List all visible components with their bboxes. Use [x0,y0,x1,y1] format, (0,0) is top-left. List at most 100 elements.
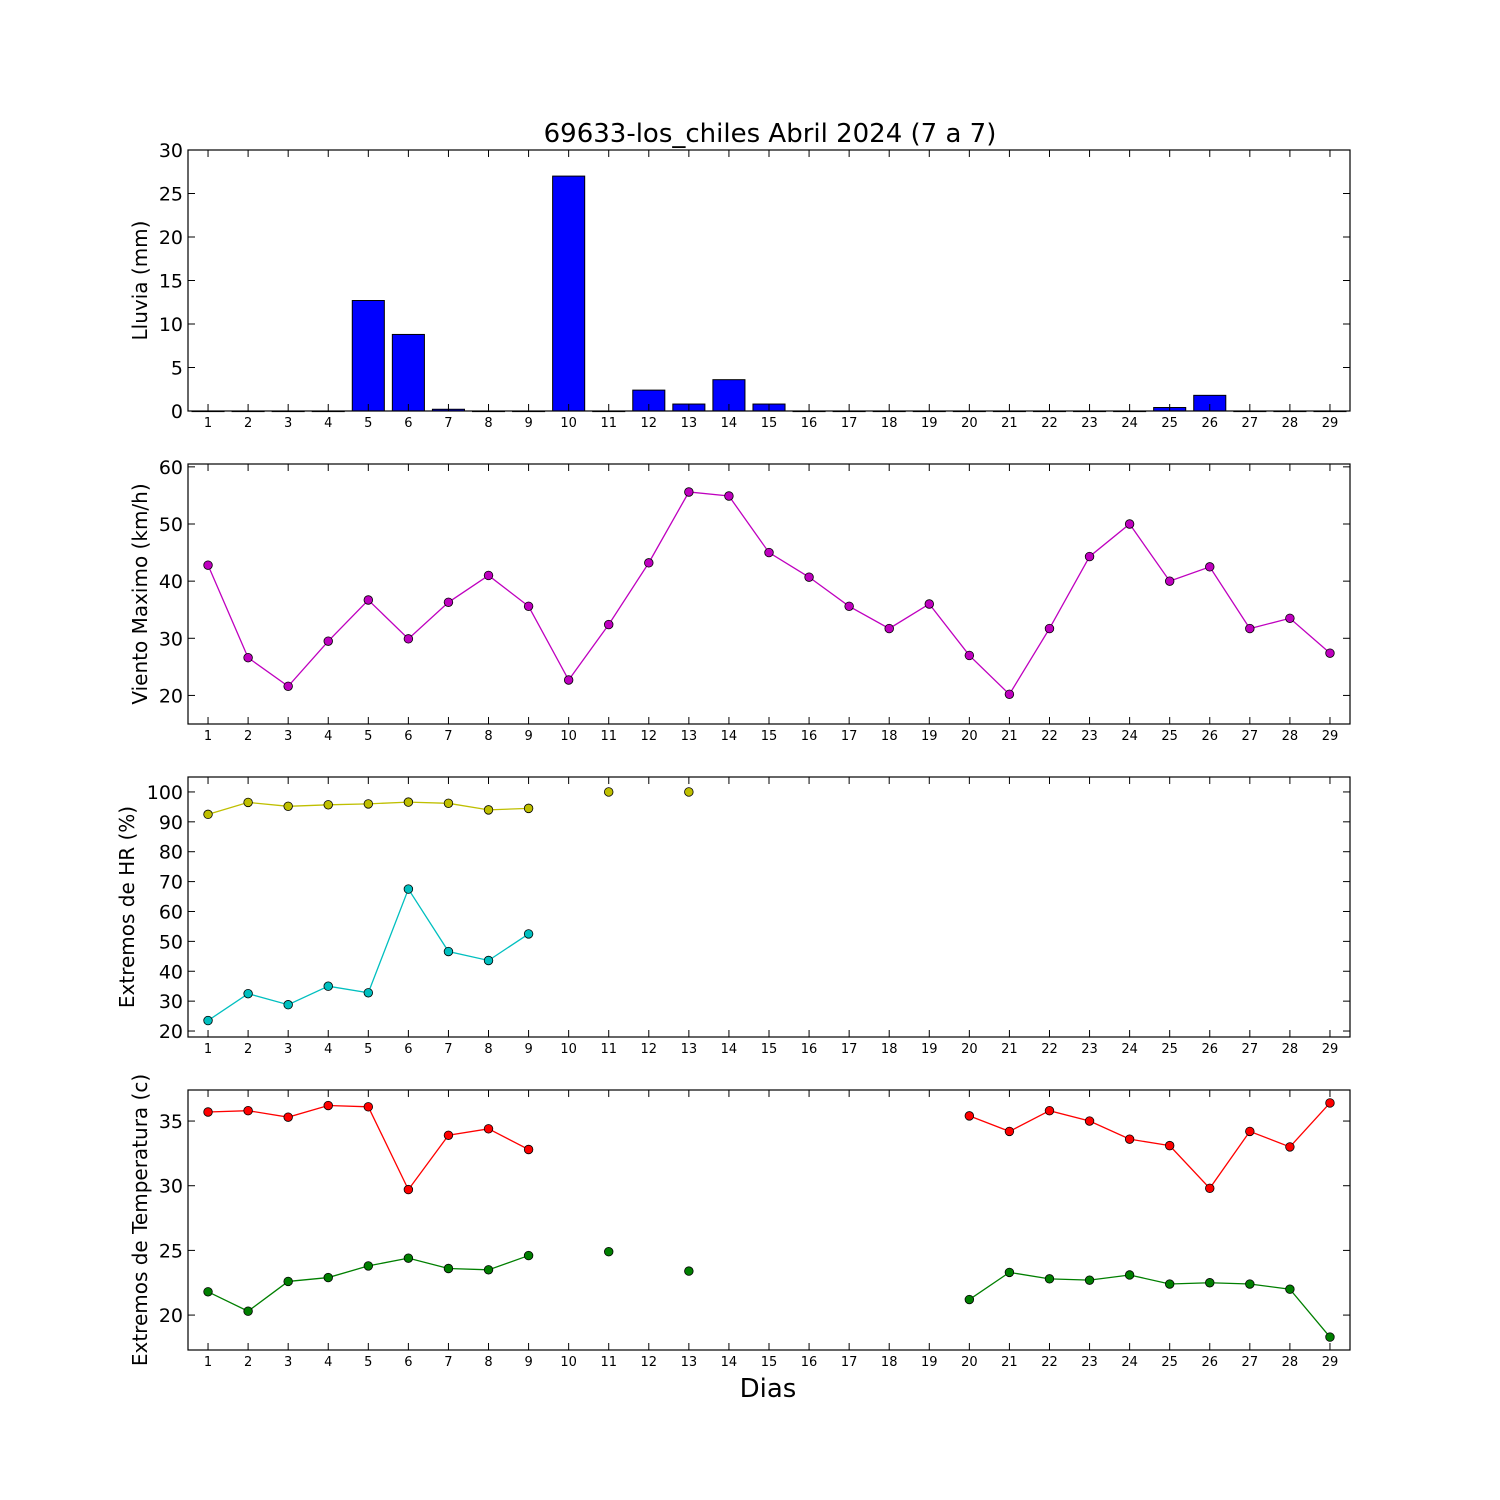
x-tick-label: 10 [560,416,577,431]
temperature-series-2-point [1004,1267,1015,1278]
plot-frame [187,1089,1351,1351]
y-tick-label: 30 [159,628,183,650]
y-tick-label: 40 [159,571,183,593]
y-tick-label: 50 [159,931,183,953]
y-tick-label: 40 [159,961,183,983]
x-tick-label: 21 [1001,729,1018,744]
humidity-series-2-point [203,1015,213,1026]
x-tick-label: 7 [444,1042,452,1057]
humidity-series-2-point [323,981,333,991]
wind-series-1-point [804,572,814,582]
temperature-series-1-point [1205,1183,1215,1194]
x-tick-label: 23 [1081,1042,1098,1057]
humidity-series-1-point [684,787,694,797]
temperature-series-1-point [243,1105,253,1116]
wind-series-1-point [964,650,975,661]
x-tick-label: 1 [204,1042,212,1057]
x-tick-label: 5 [364,729,372,744]
y-axis-label: Lluvia (mm) [128,221,152,341]
x-tick-label: 4 [324,1042,332,1057]
y-tick-label: 100 [147,782,183,804]
x-tick-label: 9 [524,1355,532,1370]
y-axis-label: Extremos de Temperatura (c) [128,1074,152,1366]
wind-series-1-point [443,597,454,607]
x-tick-label: 25 [1161,416,1178,431]
y-tick-label: 60 [159,457,183,479]
y-tick-label: 70 [159,872,183,894]
wind-series-1-line [207,491,1331,696]
temperature-series-1-line [208,1104,529,1191]
temperature-series-2-point [1124,1270,1135,1280]
x-tick-label: 27 [1242,729,1259,744]
x-tick-label: 23 [1081,1355,1098,1370]
x-tick-label: 22 [1041,416,1058,431]
x-tick-label: 24 [1121,729,1138,744]
y-tick-label: 20 [159,1305,183,1327]
temperature-series-1-point [523,1144,534,1155]
x-tick-label: 2 [244,729,252,744]
x-tick-label: 16 [801,729,818,744]
plot-frame [187,776,1351,1038]
x-tick-label: 3 [284,1042,292,1057]
wind-series-1-point [283,681,293,691]
temperature-series-1-point [1004,1126,1015,1137]
x-tick-label: 14 [721,1355,738,1370]
x-tick-label: 20 [961,1042,978,1057]
x-tick-label: 29 [1322,1355,1339,1370]
y-tick-label: 30 [159,140,183,162]
rain-bar [552,175,586,412]
temperature-series-2-point [1245,1279,1255,1289]
x-tick-label: 12 [641,416,658,431]
x-tick-label: 17 [841,416,858,431]
x-tick-label: 6 [404,416,412,431]
x-tick-label: 18 [881,729,898,744]
wind-series-1-point [604,619,614,630]
temperature-series-1-point [1124,1134,1135,1144]
humidity-series-1-point [483,805,494,815]
x-tick-label: 6 [404,729,412,744]
x-tick-label: 3 [284,416,292,431]
y-tick-label: 20 [159,227,183,249]
x-tick-label: 15 [761,729,778,744]
x-tick-label: 10 [560,1042,577,1057]
x-tick-label: 26 [1201,1355,1218,1370]
x-tick-label: 28 [1282,416,1299,431]
wind-series-1-point [403,634,414,644]
x-tick-label: 26 [1201,1042,1218,1057]
wind-series-1-point [523,601,534,611]
humidity-series-2-point [403,884,414,894]
y-tick-label: 80 [159,842,183,864]
wind-series-1-point [363,595,374,605]
temperature-series-2-point [203,1287,213,1297]
x-tick-label: 18 [881,416,898,431]
x-tick-label: 16 [801,416,818,431]
x-tick-label: 8 [484,416,492,431]
x-tick-label: 1 [204,729,212,744]
x-tick-label: 23 [1081,729,1098,744]
rain-bar [391,333,425,412]
x-tick-label: 12 [641,1042,658,1057]
wind-series-1-point [1124,519,1135,529]
x-tick-label: 22 [1041,729,1058,744]
wind-series-1-point [1044,623,1055,634]
x-tick-label: 11 [600,729,617,744]
x-tick-label: 6 [404,1042,412,1057]
x-axis-label: Dias [740,1374,797,1404]
y-tick-label: 20 [159,685,183,707]
x-tick-label: 18 [881,1355,898,1370]
wind-series-1-point [844,601,854,611]
temperature-series-1-point [363,1102,374,1112]
x-tick-label: 7 [444,729,452,744]
x-tick-label: 2 [244,1042,252,1057]
plot-frame [187,463,1351,725]
temperature-series-2-point [1205,1278,1215,1288]
temperature-series-1-point [1245,1126,1255,1137]
temperature-series-2-point [323,1272,333,1283]
humidity-series-2-point [283,1000,293,1010]
wind-series-1-point [203,560,213,570]
x-tick-label: 4 [324,416,332,431]
wind-series-1-point [323,636,333,646]
